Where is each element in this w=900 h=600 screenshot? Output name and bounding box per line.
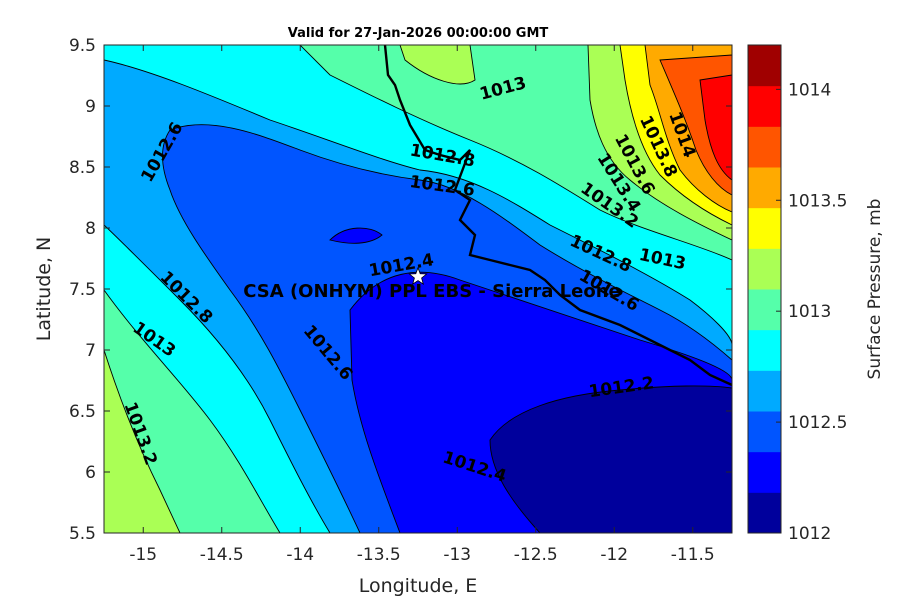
- colorbar-tick-label: 1014: [788, 80, 831, 100]
- y-tick-label: 7.5: [69, 280, 96, 300]
- colorbar-label: Surface Pressure, mb: [865, 199, 885, 380]
- colorbar-swatch: [748, 289, 781, 331]
- colorbar-swatch: [748, 126, 781, 168]
- colorbar-swatch: [748, 451, 781, 493]
- x-tick-label: -12.5: [514, 545, 558, 565]
- colorbar-swatch: [748, 207, 781, 249]
- colorbar-swatch: [748, 167, 781, 209]
- colorbar-swatch: [748, 45, 781, 87]
- y-axis-label: Latitude, N: [33, 237, 55, 342]
- y-tick-label: 9: [85, 97, 96, 117]
- y-tick-label: 6: [85, 463, 96, 483]
- y-tick-label: 8: [85, 219, 96, 239]
- coastline: [383, 45, 732, 387]
- colorbar-tick-label: 1012: [788, 524, 831, 544]
- band-1013-2-sw: [104, 349, 181, 533]
- colorbar-swatch: [748, 370, 781, 412]
- y-tick-label: 5.5: [69, 524, 96, 544]
- x-tick-label: -15: [129, 545, 157, 565]
- y-tick-label: 7: [85, 341, 96, 361]
- colorbar-swatch: [748, 329, 781, 371]
- x-tick-label: -13.5: [357, 545, 401, 565]
- band-1012: [489, 385, 732, 533]
- x-tick-label: -14: [286, 545, 314, 565]
- colorbar-swatch: [748, 85, 781, 127]
- star-icon: [408, 266, 428, 286]
- x-tick-label: -13: [443, 545, 471, 565]
- y-tick-label: 9.5: [69, 36, 96, 56]
- x-tick-label: -11.5: [671, 545, 715, 565]
- colorbar-swatch: [748, 248, 781, 290]
- colorbar-swatch: [748, 492, 781, 534]
- colorbar-frame: [747, 44, 782, 534]
- contour-fill-layer: [104, 45, 732, 533]
- y-axis: 9.5 9 8.5 8 7.5 7 6.5 6 5.5: [69, 36, 732, 544]
- band-1013-2-north: [399, 45, 476, 85]
- y-tick-label: 6.5: [69, 402, 96, 422]
- colorbar-swatch: [748, 411, 781, 453]
- site-label: CSA (ONHYM) PPL EBS - Sierra Leone: [243, 281, 620, 302]
- map-title: Valid for 27-Jan-2026 00:00:00 GMT: [288, 26, 549, 41]
- x-tick-label: -12: [600, 545, 628, 565]
- x-axis-label: Longitude, E: [359, 575, 478, 597]
- colorbar-tick-label: 1012.5: [788, 413, 847, 433]
- band-1012-2-pocket: [329, 227, 383, 244]
- colorbar-tick-label: 1013.5: [788, 191, 847, 211]
- site-marker-group: CSA (ONHYM) PPL EBS - Sierra Leone: [243, 266, 621, 302]
- y-tick-label: 8.5: [69, 158, 96, 178]
- colorbar: 1014 1013.5 1013 1012.5 1012: [747, 44, 847, 544]
- x-axis: -15 -14.5 -14 -13.5 -13 -12.5 -12 -11.5: [129, 45, 715, 565]
- x-tick-label: -14.5: [200, 545, 244, 565]
- colorbar-tick-label: 1013: [788, 302, 831, 322]
